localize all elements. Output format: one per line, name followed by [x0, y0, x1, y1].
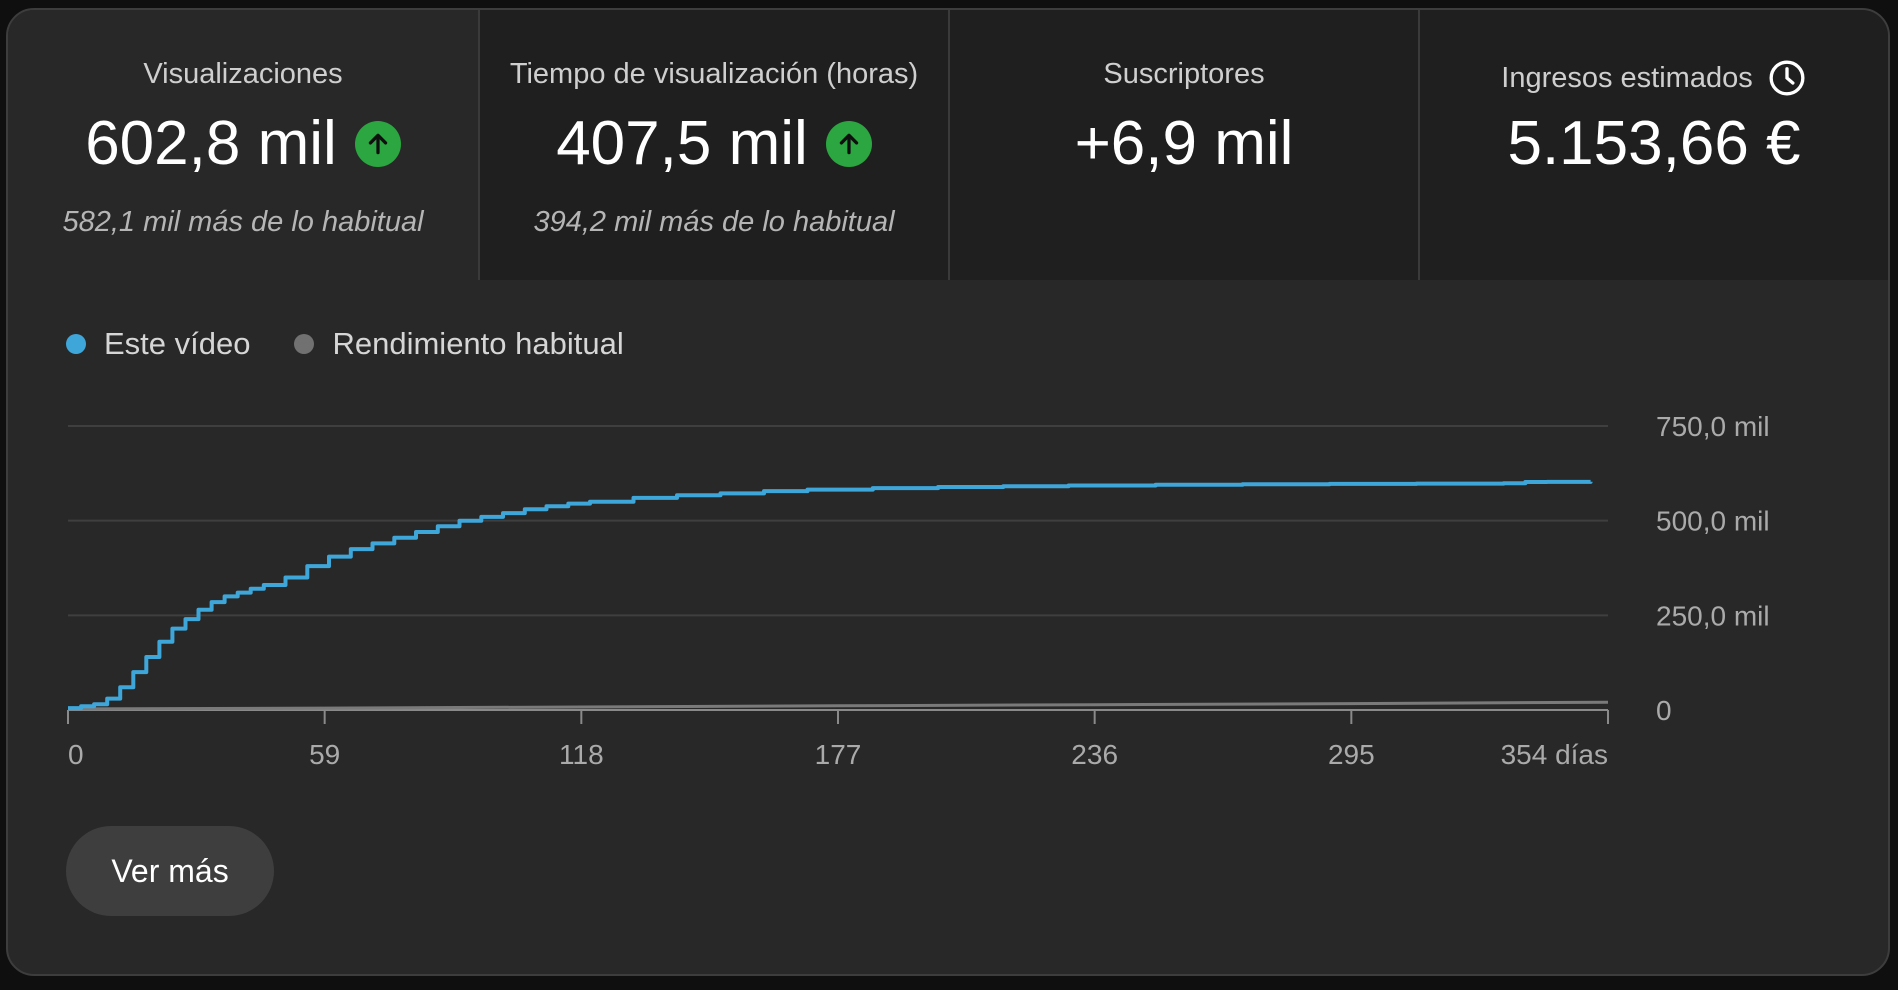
tab-views-comparison: 582,1 mil más de lo habitual	[62, 206, 424, 238]
tab-watch-time[interactable]: Tiempo de visualización (horas) 407,5 mi…	[478, 10, 948, 280]
x-tick-label: 177	[815, 739, 862, 770]
analytics-card: Visualizaciones 602,8 mil 582,1 mil más …	[6, 8, 1890, 976]
tab-views-title: Visualizaciones	[143, 58, 343, 90]
legend-item-this-video[interactable]: Este vídeo	[66, 326, 250, 362]
tab-revenue-title: Ingresos estimados	[1420, 58, 1888, 98]
x-tick-label: 0	[68, 739, 84, 770]
y-tick-label: 250,0 mil	[1656, 600, 1770, 631]
x-tick-label: 118	[559, 739, 604, 770]
series-line-typical	[67, 700, 1609, 711]
tab-views-value: 602,8 mil	[8, 108, 478, 179]
clock-icon[interactable]	[1767, 58, 1807, 98]
tab-subscribers[interactable]: Suscriptores +6,9 mil	[948, 10, 1418, 280]
tab-views[interactable]: Visualizaciones 602,8 mil 582,1 mil más …	[8, 10, 478, 280]
views-line-chart[interactable]: 0 250,0 mil 500,0 mil 750,0 mil 0 59 118 177 236…	[8, 390, 1888, 790]
legend-dot-this-video	[66, 334, 86, 354]
y-tick-label: 750,0 mil	[1656, 411, 1770, 442]
x-tick-label: 295	[1328, 739, 1375, 770]
tab-watch-time-title: Tiempo de visualización (horas)	[509, 58, 919, 90]
y-tick-label: 0	[1656, 695, 1672, 726]
metric-tabs: Visualizaciones 602,8 mil 582,1 mil más …	[8, 10, 1888, 280]
x-tick-label: 59	[309, 739, 340, 770]
arrow-up-icon	[825, 120, 872, 167]
tab-revenue-value: 5.153,66 €	[1507, 109, 1801, 178]
tab-subscribers-title: Suscriptores	[1103, 58, 1265, 90]
y-tick-label: 500,0 mil	[1656, 506, 1770, 537]
series-line-this-video	[68, 479, 1593, 711]
legend-dot-typical	[294, 334, 315, 354]
x-tick-label: 354 días	[1501, 739, 1608, 770]
legend-item-typical[interactable]: Rendimiento habitual	[294, 326, 624, 362]
tab-revenue[interactable]: Ingresos estimados 5.153,66 €	[1418, 10, 1888, 280]
tab-subscribers-value: +6,9 mil	[1074, 109, 1294, 178]
tab-watch-time-value: 407,5 mil	[480, 108, 948, 179]
see-more-button[interactable]: Ver más	[66, 826, 274, 916]
tab-watch-time-comparison: 394,2 mil más de lo habitual	[533, 206, 895, 238]
arrow-up-icon	[354, 120, 401, 167]
chart-legend: Este vídeo Rendimiento habitual	[66, 326, 624, 362]
x-tick-label: 236	[1071, 739, 1118, 770]
